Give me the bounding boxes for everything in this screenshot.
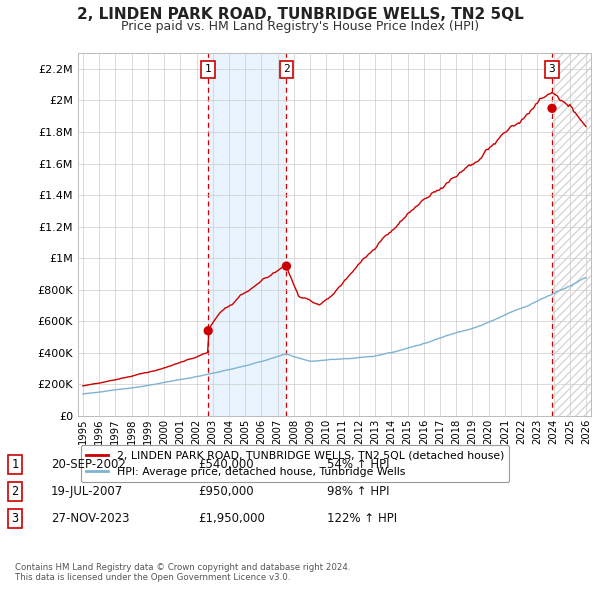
Point (281, 261, 291, 271)
Text: £540,000: £540,000 (198, 458, 254, 471)
Bar (552, 53, 591, 416)
Text: 2: 2 (11, 485, 19, 498)
Text: £1,950,000: £1,950,000 (198, 512, 265, 525)
Text: 3: 3 (548, 64, 556, 74)
Bar (208, 53, 286, 416)
Text: 1: 1 (11, 458, 19, 471)
Text: 1: 1 (205, 64, 212, 74)
Text: 98% ↑ HPI: 98% ↑ HPI (327, 485, 389, 498)
Text: 122% ↑ HPI: 122% ↑ HPI (327, 512, 397, 525)
Text: 20-SEP-2002: 20-SEP-2002 (51, 458, 126, 471)
Text: 54% ↑ HPI: 54% ↑ HPI (327, 458, 389, 471)
Text: 27-NOV-2023: 27-NOV-2023 (51, 512, 130, 525)
Legend: 2, LINDEN PARK ROAD, TUNBRIDGE WELLS, TN2 5QL (detached house), HPI: Average pri: 2, LINDEN PARK ROAD, TUNBRIDGE WELLS, TN… (81, 445, 509, 482)
Point (547, 104, 557, 113)
Text: 3: 3 (11, 512, 19, 525)
Text: 19-JUL-2007: 19-JUL-2007 (51, 485, 123, 498)
Text: £950,000: £950,000 (198, 485, 254, 498)
Text: 2: 2 (283, 64, 290, 74)
Point (203, 326, 213, 336)
Text: Contains HM Land Registry data © Crown copyright and database right 2024.
This d: Contains HM Land Registry data © Crown c… (15, 563, 350, 582)
Text: Price paid vs. HM Land Registry's House Price Index (HPI): Price paid vs. HM Land Registry's House … (121, 20, 479, 33)
Text: 2, LINDEN PARK ROAD, TUNBRIDGE WELLS, TN2 5QL: 2, LINDEN PARK ROAD, TUNBRIDGE WELLS, TN… (77, 7, 523, 22)
